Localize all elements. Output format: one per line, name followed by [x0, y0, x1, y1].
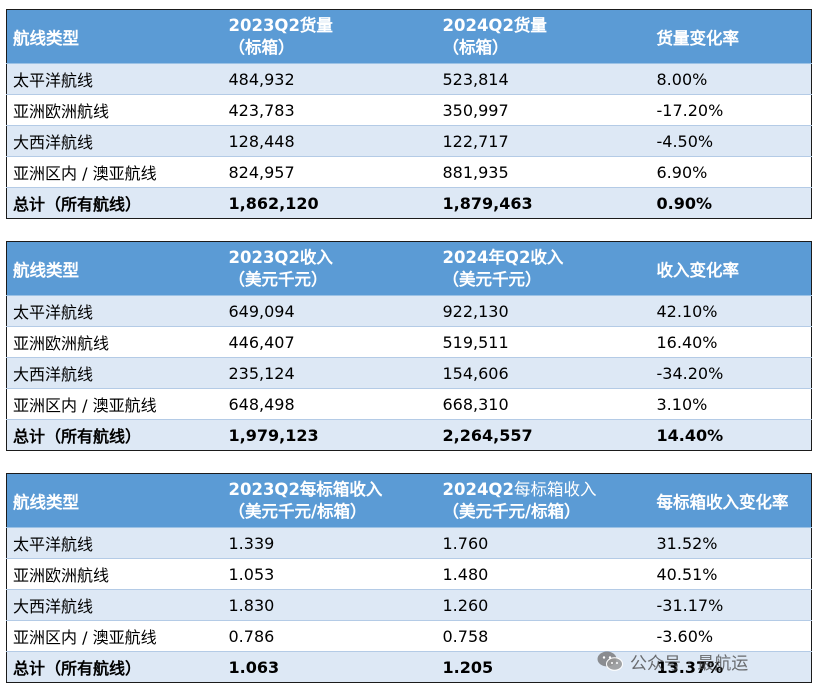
watermark-text: 公众号 · 最航运: [630, 653, 749, 674]
route-cell: 亚洲区内 / 澳亚航线: [6, 388, 223, 420]
route-cell: 亚洲欧洲航线: [6, 558, 223, 590]
header-2023: 2023Q2每标箱收入 （美元千元/标箱）: [222, 473, 437, 528]
header-2023: 2023Q2收入 （美元千元）: [222, 241, 437, 296]
value-2023-cell: 0.786: [222, 620, 437, 652]
change-cell: -17.20%: [650, 94, 812, 126]
table-row: 大西洋航线 128,448 122,717 -4.50%: [6, 125, 812, 157]
route-cell: 亚洲欧洲航线: [6, 94, 223, 126]
header-route-type: 航线类型: [6, 473, 223, 528]
total-2023: 1,862,120: [222, 187, 437, 219]
route-cell: 亚洲欧洲航线: [6, 326, 223, 358]
table-row: 大西洋航线 1.830 1.260 -31.17%: [6, 589, 812, 621]
header-2024: 2024Q2货量 （标箱）: [436, 9, 651, 64]
header-change: 收入变化率: [650, 241, 812, 296]
value-2024-cell: 350,997: [436, 94, 651, 126]
total-label: 总计（所有航线）: [6, 419, 223, 451]
value-2024-cell: 1.260: [436, 589, 651, 621]
value-2024-cell: 154,606: [436, 357, 651, 389]
change-cell: 31.52%: [650, 527, 812, 559]
header-route-type: 航线类型: [6, 9, 223, 64]
table-row: 亚洲欧洲航线 1.053 1.480 40.51%: [6, 558, 812, 590]
total-row: 总计（所有航线） 1,862,120 1,879,463 0.90%: [6, 187, 812, 219]
route-cell: 太平洋航线: [6, 63, 223, 95]
value-2023-cell: 484,932: [222, 63, 437, 95]
total-change: 13.37%: [650, 651, 812, 683]
value-2023-cell: 824,957: [222, 156, 437, 188]
value-2024-cell: 523,814: [436, 63, 651, 95]
value-2024-cell: 519,511: [436, 326, 651, 358]
total-label: 总计（所有航线）: [6, 651, 223, 683]
value-2023-cell: 648,498: [222, 388, 437, 420]
total-2024: 1,879,463: [436, 187, 651, 219]
total-2023: 1.063: [222, 651, 437, 683]
value-2023-cell: 1.830: [222, 589, 437, 621]
value-2024-cell: 1.480: [436, 558, 651, 590]
value-2023-cell: 1.053: [222, 558, 437, 590]
change-cell: -4.50%: [650, 125, 812, 157]
route-cell: 大西洋航线: [6, 357, 223, 389]
change-cell: 8.00%: [650, 63, 812, 95]
total-label: 总计（所有航线）: [6, 187, 223, 219]
value-2024-cell: 122,717: [436, 125, 651, 157]
total-change: 14.40%: [650, 419, 812, 451]
table-row: 亚洲欧洲航线 446,407 519,511 16.40%: [6, 326, 812, 358]
value-2023-cell: 235,124: [222, 357, 437, 389]
value-2023-cell: 423,783: [222, 94, 437, 126]
route-cell: 大西洋航线: [6, 125, 223, 157]
header-route-type: 航线类型: [6, 241, 223, 296]
total-2024: 2,264,557: [436, 419, 651, 451]
table-row: 亚洲区内 / 澳亚航线 824,957 881,935 6.90%: [6, 156, 812, 188]
header-change: 货量变化率: [650, 9, 812, 64]
change-cell: 3.10%: [650, 388, 812, 420]
table-row: 太平洋航线 484,932 523,814 8.00%: [6, 63, 812, 95]
value-2023-cell: 446,407: [222, 326, 437, 358]
header-2024: 2024Q2每标箱收入 （美元千元/标箱）: [436, 473, 651, 528]
table-header-row: 航线类型 2023Q2每标箱收入 （美元千元/标箱） 2024Q2每标箱收入 （美元…: [6, 473, 812, 528]
route-cell: 太平洋航线: [6, 295, 223, 327]
value-2023-cell: 649,094: [222, 295, 437, 327]
watermark: 公众号 · 最航运: [596, 648, 748, 674]
revenue-table: 航线类型 2023Q2收入 （美元千元） 2024年Q2收入 （美元千元） 收入变化…: [6, 241, 812, 451]
value-2023-cell: 1.339: [222, 527, 437, 559]
table-row: 大西洋航线 235,124 154,606 -34.20%: [6, 357, 812, 389]
value-2024-cell: 668,310: [436, 388, 651, 420]
volume-table: 航线类型 2023Q2货量 （标箱） 2024Q2货量 （标箱） 货量变化率 太平洋…: [6, 9, 812, 219]
value-2024-cell: 922,130: [436, 295, 651, 327]
header-2023: 2023Q2货量 （标箱）: [222, 9, 437, 64]
change-cell: 42.10%: [650, 295, 812, 327]
wechat-icon: [597, 651, 623, 671]
table-row: 亚洲区内 / 澳亚航线 0.786 0.758 -3.60%: [6, 620, 812, 652]
value-2024-cell: 0.758: [436, 620, 651, 652]
route-cell: 亚洲区内 / 澳亚航线: [6, 156, 223, 188]
table-row: 太平洋航线 649,094 922,130 42.10%: [6, 295, 812, 327]
total-change: 0.90%: [650, 187, 812, 219]
value-2024-cell: 881,935: [436, 156, 651, 188]
route-cell: 太平洋航线: [6, 527, 223, 559]
route-cell: 大西洋航线: [6, 589, 223, 621]
total-row: 总计（所有航线） 1,979,123 2,264,557 14.40%: [6, 419, 812, 451]
change-cell: 16.40%: [650, 326, 812, 358]
change-cell: -31.17%: [650, 589, 812, 621]
change-cell: -34.20%: [650, 357, 812, 389]
table-header-row: 航线类型 2023Q2货量 （标箱） 2024Q2货量 （标箱） 货量变化率: [6, 9, 812, 64]
table-row: 亚洲欧洲航线 423,783 350,997 -17.20%: [6, 94, 812, 126]
header-change: 每标箱收入变化率: [650, 473, 812, 528]
value-2024-cell: 1.760: [436, 527, 651, 559]
table-row: 太平洋航线 1.339 1.760 31.52%: [6, 527, 812, 559]
table-row: 亚洲区内 / 澳亚航线 648,498 668,310 3.10%: [6, 388, 812, 420]
table-header-row: 航线类型 2023Q2收入 （美元千元） 2024年Q2收入 （美元千元） 收入变化…: [6, 241, 812, 296]
total-2023: 1,979,123: [222, 419, 437, 451]
header-2024: 2024年Q2收入 （美元千元）: [436, 241, 651, 296]
route-cell: 亚洲区内 / 澳亚航线: [6, 620, 223, 652]
change-cell: -3.60%: [650, 620, 812, 652]
change-cell: 40.51%: [650, 558, 812, 590]
change-cell: 6.90%: [650, 156, 812, 188]
value-2023-cell: 128,448: [222, 125, 437, 157]
